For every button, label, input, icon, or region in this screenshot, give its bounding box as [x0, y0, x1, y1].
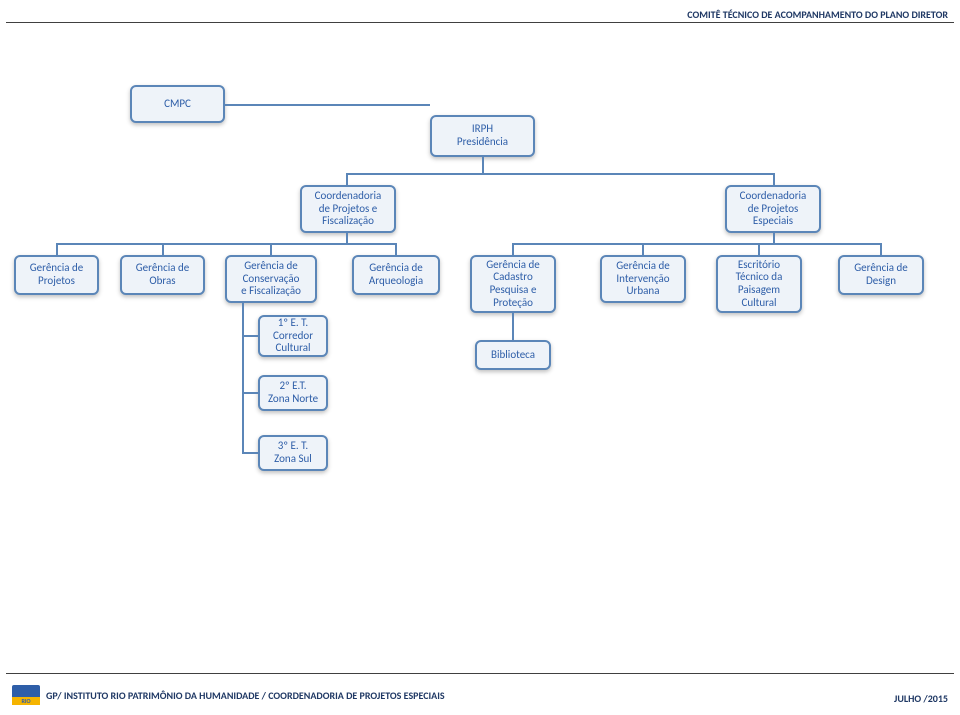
- org-node-et3: 3º E. T. Zona Sul: [258, 435, 328, 471]
- connector-5: [346, 233, 348, 243]
- org-node-gerObras: Gerência de Obras: [120, 255, 205, 295]
- page-footer: GP/ INSTITUTO RIO PATRIMÔNIO DA HUMANIDA…: [0, 679, 960, 707]
- org-node-gerArq: Gerência de Arqueologia: [352, 255, 440, 295]
- connector-19: [242, 392, 258, 394]
- org-node-cmpc: CMPC: [130, 85, 225, 123]
- connector-8: [162, 243, 164, 255]
- footer-right-text: JULHO /2015: [894, 692, 948, 705]
- org-node-coordEsp: Coordenadoria de Projetos Especiais: [725, 185, 821, 233]
- org-node-gerInterv: Gerência de Intervenção Urbana: [600, 255, 686, 303]
- org-node-gerConserv: Gerência de Conservação e Fiscalização: [225, 255, 317, 303]
- org-node-gerCad: Gerência de Cadastro Pesquisa e Proteção: [470, 255, 556, 313]
- connector-15: [758, 243, 760, 255]
- connector-7: [56, 243, 58, 255]
- org-node-gerProjetos: Gerência de Projetos: [14, 255, 99, 295]
- footer-left-text: GP/ INSTITUTO RIO PATRIMÔNIO DA HUMANIDA…: [46, 689, 445, 702]
- footer-divider: [6, 673, 954, 674]
- org-node-gerDesign: Gerência de Design: [838, 255, 924, 295]
- connector-21: [512, 313, 514, 340]
- connector-18: [242, 335, 258, 337]
- org-node-biblio: Biblioteca: [475, 340, 551, 370]
- connector-17: [242, 303, 244, 453]
- org-chart: CMPC IRPH Presidência Coordenadoria de Pro…: [0, 30, 960, 675]
- connector-9: [270, 243, 272, 255]
- connector-2: [346, 173, 775, 175]
- rio-logo-icon: [12, 685, 40, 705]
- org-node-irph: IRPH Presidência: [430, 115, 535, 157]
- connector-13: [512, 243, 514, 255]
- page-header: COMITÊ TÉCNICO DE ACOMPANHAMENTO DO PLAN…: [687, 8, 948, 21]
- connector-14: [642, 243, 644, 255]
- connector-11: [773, 233, 775, 243]
- org-node-et1: 1º E. T. Corredor Cultural: [258, 315, 328, 357]
- org-node-escTec: Escritório Técnico da Paisagem Cultural: [716, 255, 802, 313]
- connector-10: [395, 243, 397, 255]
- org-node-et2: 2º E.T. Zona Norte: [258, 375, 328, 411]
- connector-20: [242, 452, 258, 454]
- connector-0: [225, 104, 430, 106]
- connector-1: [482, 157, 484, 173]
- org-node-coordFisc: Coordenadoria de Projetos e Fiscalização: [300, 185, 396, 233]
- connector-3: [346, 173, 348, 185]
- connector-4: [773, 173, 775, 185]
- connector-6: [56, 243, 397, 245]
- connector-16: [880, 243, 882, 255]
- connector-12: [512, 243, 882, 245]
- header-divider: [6, 22, 954, 23]
- footer-left: GP/ INSTITUTO RIO PATRIMÔNIO DA HUMANIDA…: [12, 685, 445, 705]
